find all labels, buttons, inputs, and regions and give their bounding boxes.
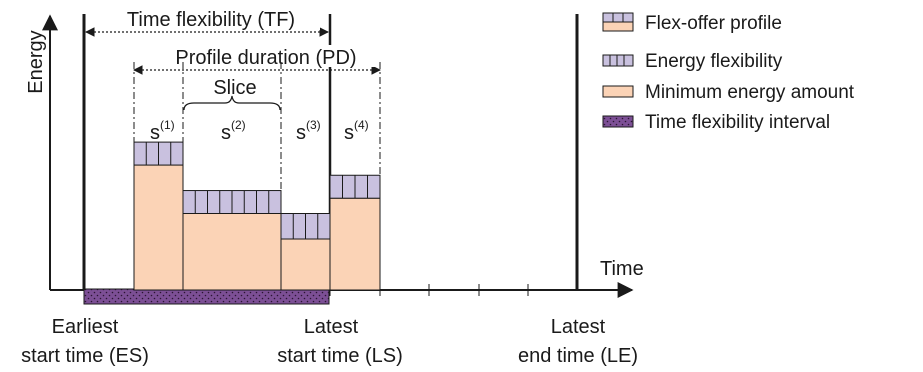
svg-text:Minimum energy amount: Minimum energy amount	[645, 82, 855, 103]
legend-item-flex-offer-profile: Flex-offer profile	[602, 12, 782, 34]
energy-flexibility-swatch	[602, 54, 634, 67]
legend-item-energy-flexibility: Energy flexibility	[602, 51, 783, 72]
flex-offer-profile	[133, 62, 381, 291]
earliest-start-sublabel: start time (ES)	[21, 345, 149, 367]
profile-duration-label: Profile duration (PD)	[175, 47, 356, 69]
latest-start-label: Latest	[304, 316, 359, 338]
latest-end-label: Latest	[551, 316, 606, 338]
slice-1-min-energy	[133, 164, 184, 291]
slice-label-4: s(4)	[344, 118, 369, 144]
latest-end-sublabel: end time (LE)	[518, 345, 638, 367]
legend-item-time-flexibility-interval: Time flexibility interval	[602, 112, 830, 133]
slice-4-bar	[329, 174, 381, 291]
time-flexibility-interval-swatch	[602, 115, 634, 128]
slice-label-1: s(1)	[150, 118, 175, 144]
slice-label-2: s(2)	[221, 118, 246, 144]
svg-text:s(3): s(3)	[296, 118, 321, 144]
svg-text:s(2): s(2)	[221, 118, 246, 144]
y-axis-label: Energy	[25, 30, 47, 93]
legend-item-minimum-energy: Minimum energy amount	[602, 82, 855, 103]
slice-brace	[183, 95, 281, 111]
slice-1-bar	[133, 141, 184, 291]
minimum-energy-swatch	[602, 85, 634, 98]
x-axis-label: Time	[600, 258, 644, 280]
svg-text:s(4): s(4)	[344, 118, 369, 144]
time-flexibility-interval-bar	[83, 288, 330, 305]
slice-3-min-energy	[280, 238, 331, 291]
flex-offer-profile-swatch	[602, 12, 634, 32]
slice-4-min-energy	[329, 197, 381, 291]
time-flexibility-label: Time flexibility (TF)	[127, 9, 295, 31]
slice-label: Slice	[213, 77, 256, 99]
earliest-start-label: Earliest	[52, 316, 119, 338]
svg-text:Energy flexibility: Energy flexibility	[645, 51, 783, 72]
svg-text:Flex-offer profile: Flex-offer profile	[645, 13, 782, 34]
svg-text:s(1): s(1)	[150, 118, 175, 144]
latest-start-sublabel: start time (LS)	[277, 345, 403, 367]
slice-2-bar	[182, 190, 282, 291]
slice-label-3: s(3)	[296, 118, 321, 144]
legend: Flex-offer profile Energy flexibility Mi…	[602, 12, 855, 133]
slice-3-bar	[280, 213, 331, 291]
slice-2-min-energy	[182, 213, 282, 291]
svg-text:Time flexibility interval: Time flexibility interval	[645, 112, 830, 133]
